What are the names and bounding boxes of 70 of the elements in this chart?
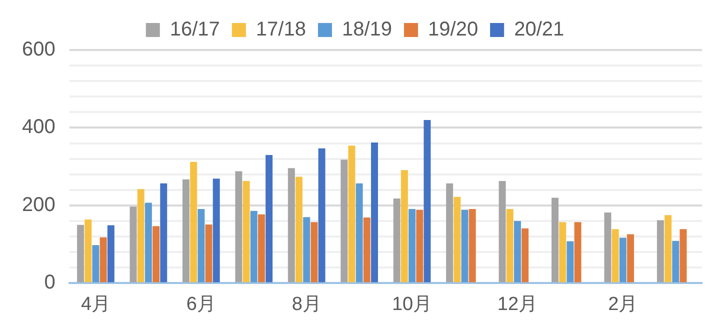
bar	[664, 215, 672, 282]
bar	[144, 202, 152, 282]
bar	[627, 234, 634, 282]
bar	[454, 196, 461, 282]
bar	[303, 217, 310, 282]
bar	[100, 237, 107, 282]
y-tick-label: 400	[22, 116, 56, 138]
bar	[506, 208, 514, 282]
bar	[107, 225, 114, 282]
y-tick-label: 600	[22, 38, 56, 61]
bar	[400, 170, 408, 282]
x-tick-label: 2月	[608, 294, 638, 315]
bar	[566, 241, 574, 282]
bar	[205, 224, 212, 282]
legend-label: 20/21	[514, 18, 564, 41]
bar	[84, 219, 92, 282]
bar	[552, 198, 559, 282]
bar	[190, 162, 198, 282]
bar	[522, 228, 529, 282]
bar	[656, 220, 664, 282]
bar	[680, 229, 687, 282]
x-tick-label: 4月	[80, 294, 111, 315]
legend-label: 18/19	[342, 18, 392, 41]
bar	[446, 183, 454, 282]
bar	[198, 208, 205, 282]
bar	[371, 142, 378, 282]
bar	[514, 221, 521, 282]
bar	[92, 245, 100, 282]
bar	[619, 238, 626, 282]
bar	[250, 210, 258, 282]
y-tick-label: 200	[22, 194, 56, 216]
bar	[356, 183, 363, 282]
bar	[137, 189, 144, 282]
bar	[258, 214, 265, 282]
y-tick-label: 0	[44, 272, 56, 294]
bar	[393, 198, 400, 282]
legend-label: 19/20	[428, 18, 478, 41]
bar	[498, 180, 506, 282]
bar	[182, 179, 190, 282]
bar	[288, 168, 295, 282]
bar	[363, 218, 370, 282]
bar	[424, 120, 431, 282]
bar	[461, 210, 468, 282]
x-tick-label: 8月	[292, 294, 322, 315]
bar	[408, 208, 416, 282]
bar	[266, 154, 273, 282]
bar	[160, 183, 168, 282]
bar	[296, 176, 303, 282]
bar	[559, 222, 566, 282]
legend-label: 17/18	[256, 18, 306, 41]
bar	[340, 160, 348, 282]
bar	[574, 222, 582, 282]
x-tick-label: 10月	[392, 294, 432, 315]
bar	[77, 224, 84, 282]
bar	[310, 222, 318, 282]
legend-label: 16/17	[170, 18, 220, 41]
bar	[318, 148, 326, 282]
x-tick-label: 12月	[497, 294, 538, 315]
bar	[242, 180, 250, 282]
bar	[672, 240, 680, 282]
bar	[348, 146, 356, 282]
x-tick-label: 6月	[186, 294, 216, 315]
bar	[604, 212, 612, 282]
bar	[468, 208, 476, 282]
bar	[152, 226, 160, 282]
bar	[212, 178, 220, 282]
bar	[612, 229, 619, 282]
bar	[130, 206, 137, 282]
bar	[235, 171, 242, 282]
bar	[416, 210, 424, 282]
